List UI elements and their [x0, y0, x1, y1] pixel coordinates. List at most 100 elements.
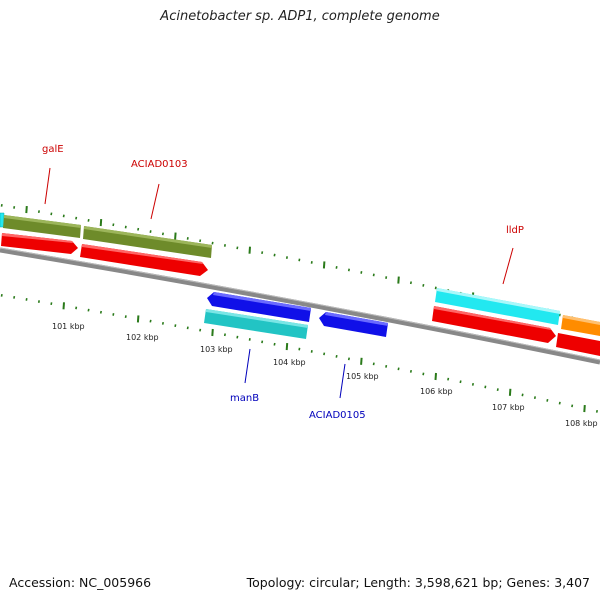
minor-tick: [595, 409, 598, 413]
minor-tick: [273, 253, 276, 257]
minor-tick: [87, 308, 90, 312]
major-tick: [248, 246, 251, 254]
minor-tick: [25, 298, 28, 301]
minor-tick: [223, 244, 226, 247]
scale-label: 108 kbp: [565, 419, 598, 428]
label-ACIAD0105: ACIAD0105: [309, 410, 366, 421]
label-manB: manB: [230, 393, 259, 404]
map-title: Acinetobacter sp. ADP1, complete genome: [160, 9, 440, 24]
minor-tick: [149, 319, 152, 323]
minor-tick: [310, 261, 313, 264]
gene-ACIAD0105[interactable]: [319, 312, 388, 337]
minor-tick: [199, 328, 202, 332]
major-tick: [211, 328, 214, 337]
minor-tick: [37, 300, 40, 303]
major-tick: [62, 302, 65, 310]
label-ACIAD0103: ACIAD0103: [131, 159, 188, 170]
scale-label: 103 kbp: [200, 345, 233, 354]
major-tick: [285, 343, 289, 351]
minor-tick: [347, 268, 350, 272]
minor-tick: [186, 326, 189, 330]
label-pointers: [44, 167, 514, 399]
gene-red-2[interactable]: [80, 244, 208, 276]
minor-tick: [223, 333, 226, 337]
inner-tick-ring: [0, 293, 598, 413]
major-tick: [136, 315, 140, 323]
label-lldP: lldP: [506, 225, 524, 236]
minor-tick: [75, 306, 78, 310]
scale-label: 104 kbp: [273, 358, 306, 367]
minor-tick: [335, 354, 338, 358]
major-tick: [99, 219, 103, 227]
minor-tick: [372, 362, 375, 366]
minor-tick: [62, 214, 65, 218]
minor-tick: [447, 377, 450, 381]
minor-tick: [87, 218, 90, 222]
minor-tick: [422, 372, 425, 376]
gene-lldP[interactable]: [435, 288, 560, 325]
minor-tick: [422, 283, 425, 287]
minor-tick: [124, 315, 127, 319]
minor-tick: [335, 266, 338, 269]
minor-tick: [236, 246, 239, 250]
gene-orange[interactable]: [561, 315, 600, 336]
minor-tick: [248, 338, 251, 341]
backbone-line: [0, 247, 600, 365]
genome-summary-text: Topology: circular; Length: 3,598,621 bp…: [246, 575, 590, 590]
minor-tick: [323, 352, 326, 356]
minor-tick: [161, 232, 164, 236]
minor-tick: [409, 281, 412, 285]
minor-tick: [124, 225, 127, 229]
minor-tick: [372, 273, 375, 277]
scale-label: 106 kbp: [420, 387, 453, 396]
minor-tick: [484, 385, 487, 389]
minor-tick: [186, 237, 189, 240]
minor-tick: [261, 340, 264, 344]
scale-label: 107 kbp: [492, 403, 525, 412]
minor-tick: [161, 321, 164, 325]
minor-tick: [273, 342, 276, 346]
minor-tick: [459, 380, 462, 384]
minor-tick: [50, 212, 53, 216]
minor-tick: [261, 251, 264, 255]
gene-manB[interactable]: [204, 309, 308, 339]
minor-tick: [236, 335, 239, 339]
minor-tick: [546, 398, 549, 402]
minor-tick: [385, 276, 388, 279]
minor-tick: [310, 350, 313, 353]
minor-tick: [13, 295, 16, 299]
major-tick: [322, 261, 326, 269]
major-tick: [174, 232, 177, 240]
gene-galE[interactable]: [3, 215, 81, 238]
minor-tick: [37, 210, 40, 214]
major-tick: [397, 276, 400, 284]
scale-label: 101 kbp: [52, 322, 85, 331]
gene-red-4[interactable]: [556, 333, 600, 356]
gene-ACIAD0103[interactable]: [83, 226, 212, 258]
major-tick: [434, 372, 437, 381]
minor-tick: [533, 396, 536, 400]
gene-red-1[interactable]: [1, 233, 78, 254]
minor-tick: [174, 324, 177, 328]
major-tick: [583, 405, 586, 413]
minor-tick: [211, 241, 214, 245]
minor-tick: [298, 347, 301, 351]
minor-tick: [521, 393, 524, 397]
major-tick: [508, 388, 512, 396]
minor-tick: [360, 271, 363, 274]
minor-tick: [13, 206, 16, 209]
minor-tick: [558, 401, 561, 405]
minor-tick: [112, 313, 115, 316]
minor-tick: [50, 302, 53, 306]
scale-label: 105 kbp: [346, 372, 379, 381]
gene-blue-1[interactable]: [207, 292, 311, 322]
minor-tick: [558, 313, 561, 317]
accession-text: Accession: NC_005966: [9, 575, 152, 590]
gene-red-3[interactable]: [432, 306, 556, 343]
minor-tick: [112, 223, 115, 227]
minor-tick: [199, 239, 202, 243]
major-tick: [25, 206, 28, 214]
minor-tick: [0, 203, 3, 207]
minor-tick: [434, 286, 437, 290]
